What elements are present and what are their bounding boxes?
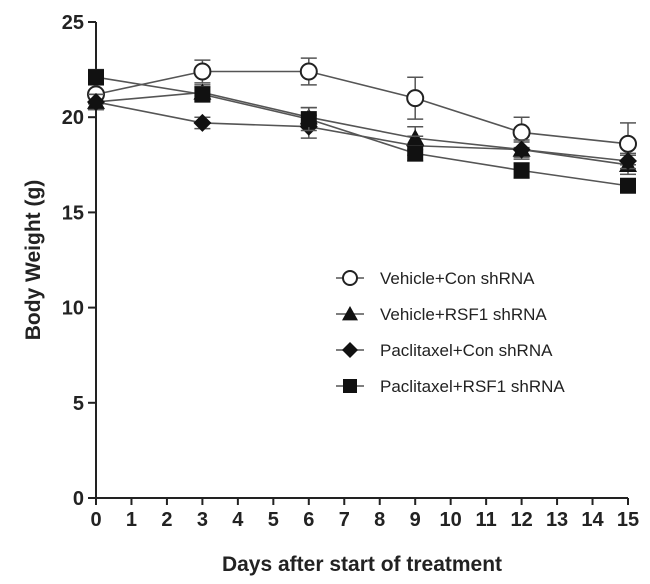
x-tick-label: 8 <box>374 509 385 531</box>
data-point <box>194 86 211 103</box>
x-tick-label: 0 <box>90 509 101 531</box>
legend-marker <box>342 270 358 286</box>
data-point <box>88 69 104 86</box>
x-axis-ticks: 0 1 2 3 4 5 6 7 8 9 10 11 12 13 14 15 <box>90 498 639 531</box>
x-tick-label: 2 <box>161 509 172 531</box>
x-axis-title: Days after start of treatment <box>222 553 502 576</box>
x-tick-label: 13 <box>546 509 568 531</box>
legend-label: Paclitaxel+RSF1 shRNA <box>380 377 565 396</box>
x-tick-label: 5 <box>268 509 279 531</box>
data-point <box>620 177 636 194</box>
data-point <box>193 113 212 132</box>
series-open-circle <box>87 57 637 166</box>
y-tick-label: 20 <box>62 107 84 129</box>
y-tick-label: 5 <box>73 393 84 415</box>
legend-label: Vehicle+RSF1 shRNA <box>380 305 547 324</box>
x-tick-label: 7 <box>339 509 350 531</box>
data-point <box>87 92 105 111</box>
data-point <box>619 151 637 170</box>
x-tick-label: 9 <box>410 509 421 531</box>
legend-marker <box>342 306 358 321</box>
data-point <box>512 123 531 142</box>
y-axis-title: Body Weight (g) <box>22 180 45 341</box>
y-tick-label: 10 <box>62 298 84 320</box>
y-axis-ticks: 0 5 10 15 20 25 <box>62 12 96 510</box>
legend-label: Paclitaxel+Con shRNA <box>380 341 553 360</box>
y-tick-label: 25 <box>62 12 84 34</box>
legend-item: Paclitaxel+RSF1 shRNA <box>336 377 565 396</box>
legend-marker <box>343 379 357 393</box>
x-tick-label: 1 <box>126 509 137 531</box>
x-tick-label: 10 <box>440 509 462 531</box>
data-point <box>512 140 531 159</box>
data-point <box>619 134 637 153</box>
legend-item: Vehicle+Con shRNA <box>336 269 535 288</box>
x-tick-label: 3 <box>197 509 208 531</box>
x-tick-label: 14 <box>581 509 604 531</box>
x-tick-label: 4 <box>232 509 244 531</box>
y-tick-label: 0 <box>73 488 84 510</box>
data-point <box>193 62 212 81</box>
series-triangle <box>87 83 637 176</box>
y-tick-label: 15 <box>62 202 84 224</box>
legend: Vehicle+Con shRNA Vehicle+RSF1 shRNA Pacli… <box>336 269 565 396</box>
x-tick-label: 11 <box>476 509 497 531</box>
legend-item: Paclitaxel+Con shRNA <box>336 341 553 360</box>
series-line <box>95 76 629 187</box>
legend-marker <box>342 342 358 358</box>
series-line <box>95 91 629 166</box>
legend-label: Vehicle+Con shRNA <box>380 269 535 288</box>
series-line <box>95 70 629 145</box>
series-layer <box>87 57 637 194</box>
legend-item: Vehicle+RSF1 shRNA <box>336 305 547 324</box>
series-square <box>88 68 636 194</box>
data-point <box>513 162 530 179</box>
axes <box>95 22 628 499</box>
series-diamond <box>87 92 637 170</box>
data-point <box>407 145 424 162</box>
series-line <box>95 101 629 162</box>
data-point <box>300 111 317 128</box>
x-tick-label: 6 <box>303 509 314 531</box>
data-point <box>299 62 318 81</box>
x-tick-label: 15 <box>617 509 639 531</box>
x-tick-label: 12 <box>510 509 532 531</box>
data-point <box>406 89 425 108</box>
